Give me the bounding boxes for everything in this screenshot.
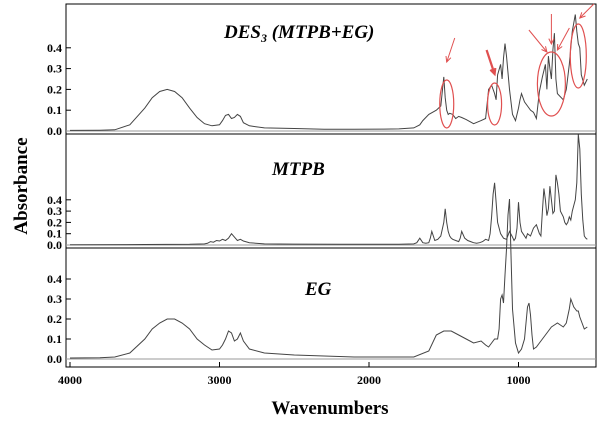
y-tick-label: 0.0 [47,238,62,252]
x-tick-label: 3000 [208,373,232,387]
highlight-ellipse [439,79,455,129]
y-tick-label: 0.2 [47,82,62,96]
highlight-ellipse [569,23,587,89]
y-tick-label: 0.3 [47,292,62,306]
annotation-arrow [556,27,570,51]
x-tick-label: 2000 [357,373,381,387]
annotation-arrow [485,49,496,75]
y-tick-label: 0.3 [47,62,62,76]
y-tick-label: 0.4 [47,41,62,55]
y-tick-label: 0.4 [47,272,62,286]
highlight-ellipse [486,82,503,126]
y-tick-label: 0.1 [47,103,62,117]
y-tick-label: 0.1 [47,332,62,346]
x-tick-label: 1000 [507,373,531,387]
y-tick-label: 0.4 [47,193,62,207]
annotation-arrow [446,37,456,63]
plot-frame [65,3,597,368]
spectrum-line-eg [69,198,588,359]
annotation-arrowhead [489,67,497,77]
annotation-arrowhead [556,43,563,52]
x-tick-label: 4000 [58,373,82,387]
y-tick-label: 0.0 [47,352,62,366]
annotation-arrowhead [548,38,555,46]
panel-title-mtpb: MTPB [271,159,325,180]
y-axis-title: Absorbance [11,137,32,234]
highlight-ellipse [536,51,566,117]
spectrum-line-mtpb [69,134,588,246]
annotation-arrowhead [541,46,548,53]
annotation-arrowhead [445,55,452,64]
x-axis-title: Wavenumbers [271,398,388,419]
y-tick-label: 0.2 [47,312,62,326]
annotation-arrowhead [578,12,586,19]
y-tick-label: 0.3 [47,204,62,218]
y-tick-label: 0.2 [47,215,62,229]
annotation-arrow [579,3,595,19]
y-tick-label: 0.1 [47,227,62,241]
annotation-arrow [528,29,548,53]
panel-title-eg: EG [304,279,332,300]
panel-title-des3: DES3 (MTPB+EG) [223,22,374,45]
spectrum-line-des3 [69,14,588,131]
y-tick-label: 0.0 [47,124,62,138]
